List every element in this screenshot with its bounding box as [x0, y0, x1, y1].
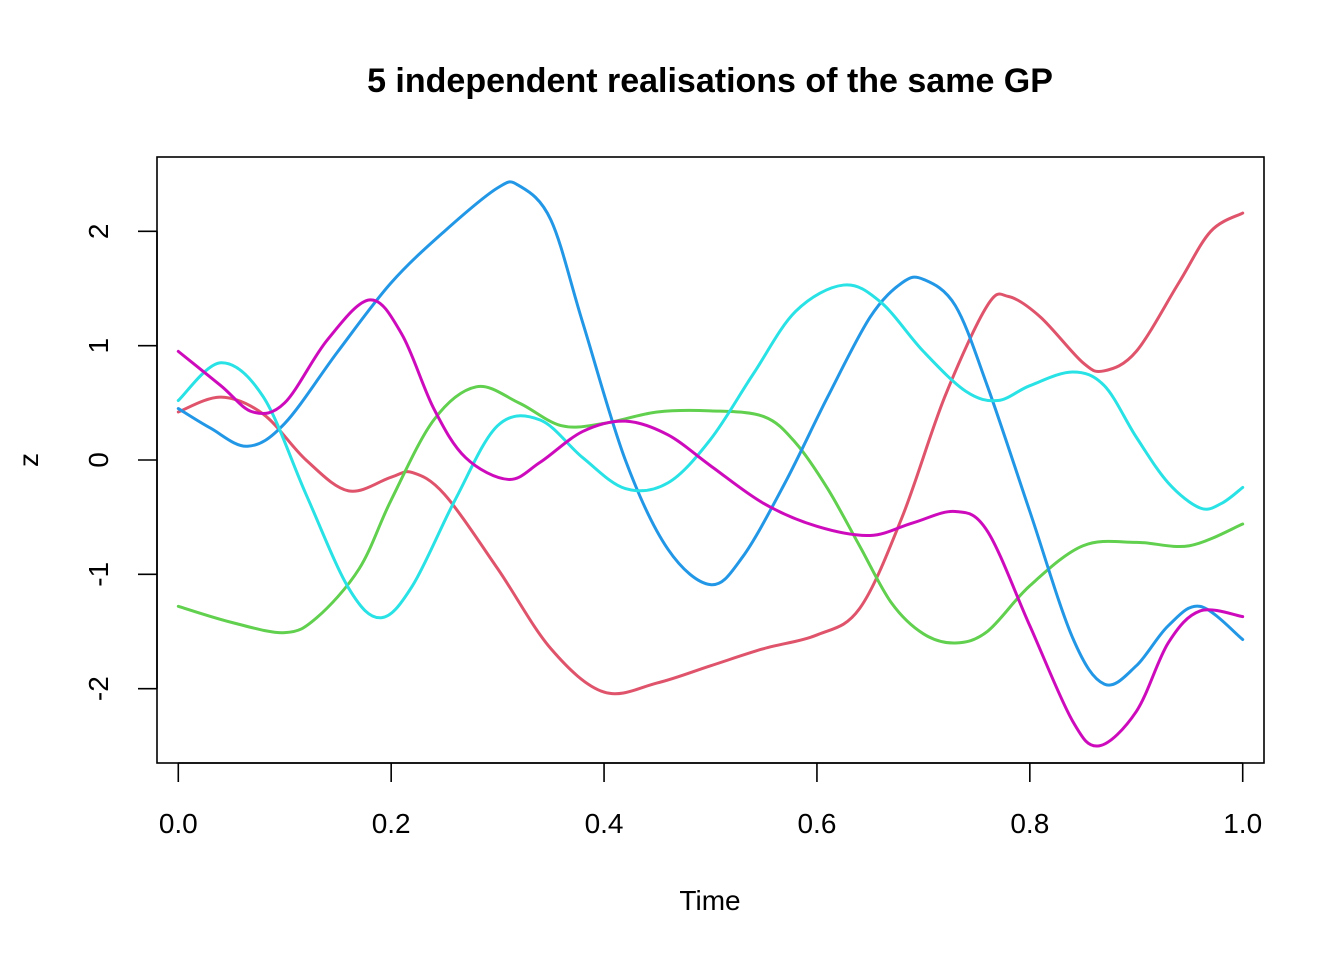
series-line-3: [176, 180, 1245, 687]
x-tick-label: 0.6: [797, 808, 836, 839]
y-tick-label: 2: [83, 224, 114, 240]
x-tick-label: 0.4: [585, 808, 624, 839]
x-tick-label: 1.0: [1223, 808, 1262, 839]
series-layer: [176, 180, 1245, 748]
x-axis-label: Time: [679, 885, 740, 916]
series-line-1: [176, 211, 1245, 696]
y-tick-label: 1: [83, 338, 114, 354]
y-tick-label: -2: [83, 676, 114, 701]
y-axis: -2 -1 0 1 2: [83, 224, 158, 701]
y-tick-label: -1: [83, 562, 114, 587]
x-tick-label: 0.8: [1010, 808, 1049, 839]
chart-title: 5 independent realisations of the same G…: [367, 62, 1053, 100]
series-line-4: [176, 283, 1245, 620]
x-tick-label: 0.2: [372, 808, 411, 839]
x-tick-label: 0.0: [159, 808, 198, 839]
plot-frame: [156, 156, 1265, 764]
y-axis-label: z: [13, 453, 44, 467]
y-tick-label: 0: [83, 452, 114, 468]
series-line-2: [176, 384, 1245, 645]
x-axis: 0.0 0.2 0.4 0.6 0.8 1.0: [159, 762, 1262, 839]
series-line-5: [176, 298, 1245, 748]
